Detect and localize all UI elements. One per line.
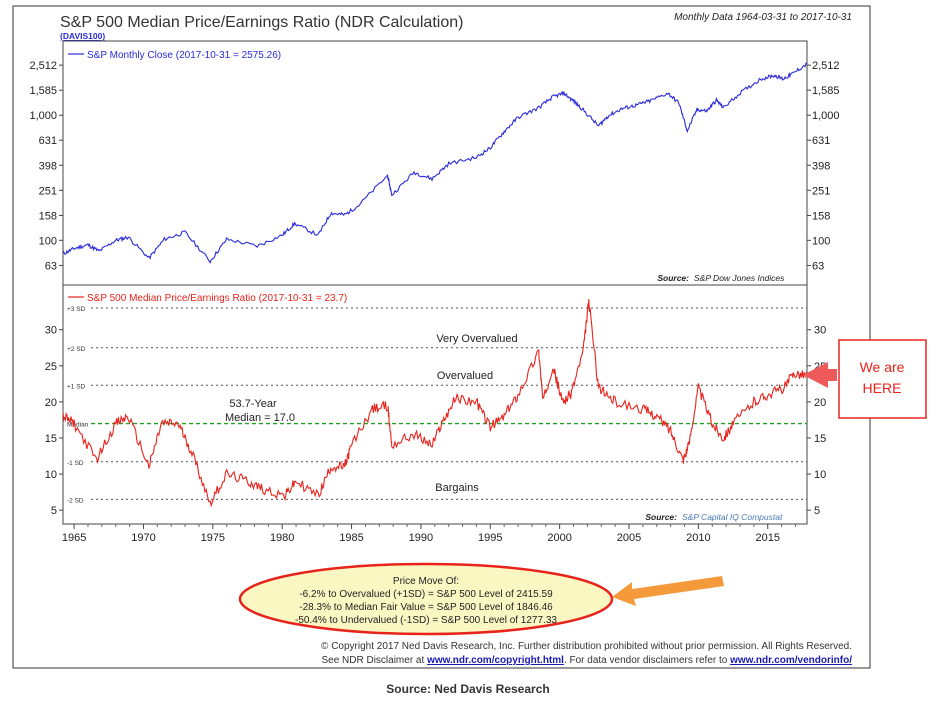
x-tick-label: 1975	[201, 532, 225, 544]
x-tick-label: 2010	[686, 532, 710, 544]
median-value-label: Median = 17.0	[225, 412, 295, 424]
price-move-title: Price Move Of:	[393, 576, 459, 587]
chart-code: (DAVIS100)	[60, 31, 105, 41]
price-ytick-label-left: 2,512	[29, 60, 57, 72]
median-years-label: 53.7-Year	[229, 398, 277, 410]
x-tick-label: 1980	[270, 532, 294, 544]
pe-ytick-label-left: 20	[45, 397, 57, 409]
price-ytick-label-left: 100	[39, 235, 57, 247]
x-tick-label: 1985	[339, 532, 363, 544]
disclaimer-middle: . For data vendor disclaimers refer to	[564, 655, 730, 666]
price-ytick-label-right: 100	[812, 235, 830, 247]
x-tick-label: 2000	[547, 532, 571, 544]
pe-ytick-label-right: 15	[814, 433, 826, 445]
chart-title: S&P 500 Median Price/Earnings Ratio (NDR…	[60, 14, 463, 31]
we-are-here-box	[838, 339, 927, 419]
x-tick-label: 1970	[131, 532, 155, 544]
pe-ytick-label-right: 20	[814, 397, 826, 409]
pe-ytick-label-left: 10	[45, 469, 57, 481]
price-ytick-label-left: 63	[45, 260, 57, 272]
price-move-line-2: -28.3% to Median Fair Value = S&P 500 Le…	[299, 602, 553, 613]
price-ytick-label-left: 1,585	[29, 85, 57, 97]
price-legend-label: S&P Monthly Close (2017-10-31 = 2575.26)	[87, 50, 281, 61]
pe-series-line	[62, 299, 808, 508]
price-move-arrow	[612, 576, 724, 606]
disclaimer-text: See NDR Disclaimer at www.ndr.com/copyri…	[321, 655, 852, 666]
pe-ytick-label-left: 5	[51, 505, 57, 517]
pe-reference-label: +3 SD	[67, 306, 86, 313]
price-ytick-label-left: 631	[39, 135, 57, 147]
price-ytick-label-left: 158	[39, 210, 57, 222]
disclaimer-prefix: See NDR Disclaimer at	[321, 655, 427, 666]
price-ytick-label-left: 251	[39, 185, 57, 197]
pe-ytick-label-right: 30	[814, 325, 826, 337]
data-range-note: Monthly Data 1964-03-31 to 2017-10-31	[674, 12, 852, 23]
price-ytick-label-right: 1,000	[812, 110, 840, 122]
pe-legend-label: S&P 500 Median Price/Earnings Ratio (201…	[87, 293, 347, 304]
pe-source-value: S&P Capital IQ Compustat	[682, 512, 783, 522]
price-ytick-label-right: 631	[812, 135, 830, 147]
price-series-line	[62, 62, 808, 264]
vendor-info-link[interactable]: www.ndr.com/vendorinfo/	[729, 655, 852, 666]
pe-ytick-label-left: 25	[45, 361, 57, 373]
source-caption: Source: Ned Davis Research	[386, 682, 549, 696]
overvalued-label: Overvalued	[437, 370, 493, 382]
we-are-here-arrow	[803, 362, 837, 388]
price-ytick-label-right: 2,512	[812, 60, 840, 72]
very-overvalued-label: Very Overvalued	[436, 333, 517, 345]
price-source-label: Source:	[657, 273, 689, 283]
price-move-ellipse	[238, 562, 614, 636]
price-ytick-label-right: 63	[812, 260, 824, 272]
x-tick-label: 1990	[409, 532, 433, 544]
price-ytick-label-left: 398	[39, 160, 57, 172]
x-tick-label: 1965	[62, 532, 86, 544]
we-are-here-line1: We are	[860, 359, 905, 375]
price-move-line-1: -6.2% to Overvalued (+1SD) = S&P 500 Lev…	[299, 589, 553, 600]
pe-ytick-label-right: 10	[814, 469, 826, 481]
x-tick-label: 1995	[478, 532, 502, 544]
x-tick-label: 2005	[617, 532, 641, 544]
price-ytick-label-right: 251	[812, 185, 830, 197]
copyright-text: © Copyright 2017 Ned Davis Research, Inc…	[321, 641, 852, 652]
price-panel-frame	[62, 40, 808, 286]
pe-reference-label: +2 SD	[67, 346, 86, 353]
figure-frame	[12, 5, 871, 669]
price-ytick-label-right: 1,585	[812, 85, 840, 97]
price-ytick-label-left: 1,000	[29, 110, 57, 122]
pe-ytick-label-left: 30	[45, 325, 57, 337]
price-move-line-3: -50.4% to Undervalued (-1SD) = S&P 500 L…	[295, 615, 557, 626]
pe-reference-label: Median	[67, 422, 89, 429]
bargains-label: Bargains	[435, 482, 479, 494]
copyright-link[interactable]: www.ndr.com/copyright.html	[426, 655, 564, 666]
price-ytick-label-right: 398	[812, 160, 830, 172]
pe-reference-label: -1 SD	[67, 460, 84, 467]
price-ytick-label-right: 158	[812, 210, 830, 222]
x-tick-label: 2015	[755, 532, 779, 544]
pe-reference-label: +1 SD	[67, 383, 86, 390]
pe-ytick-label-right: 5	[814, 505, 820, 517]
we-are-here-line2: HERE	[863, 380, 902, 396]
pe-ytick-label-left: 15	[45, 433, 57, 445]
price-source-value: S&P Dow Jones Indices	[694, 273, 785, 283]
pe-source-label: Source:	[645, 512, 677, 522]
pe-reference-label: -2 SD	[67, 497, 84, 504]
